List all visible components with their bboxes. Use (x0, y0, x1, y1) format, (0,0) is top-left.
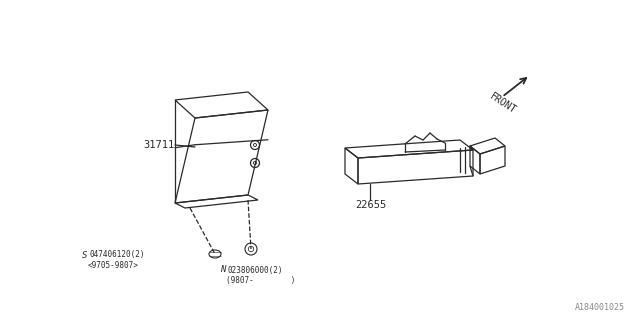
Text: 047406120(2): 047406120(2) (90, 251, 145, 260)
Text: S: S (82, 251, 88, 260)
Text: 023806000(2): 023806000(2) (228, 266, 284, 275)
Text: <9705-9807>: <9705-9807> (88, 260, 139, 269)
Text: A184001025: A184001025 (575, 303, 625, 312)
Text: 31711: 31711 (143, 140, 174, 150)
Text: (9807-        ): (9807- ) (226, 276, 296, 284)
Text: 22655: 22655 (355, 200, 387, 210)
Text: N: N (220, 266, 225, 275)
Text: FRONT: FRONT (488, 91, 518, 115)
